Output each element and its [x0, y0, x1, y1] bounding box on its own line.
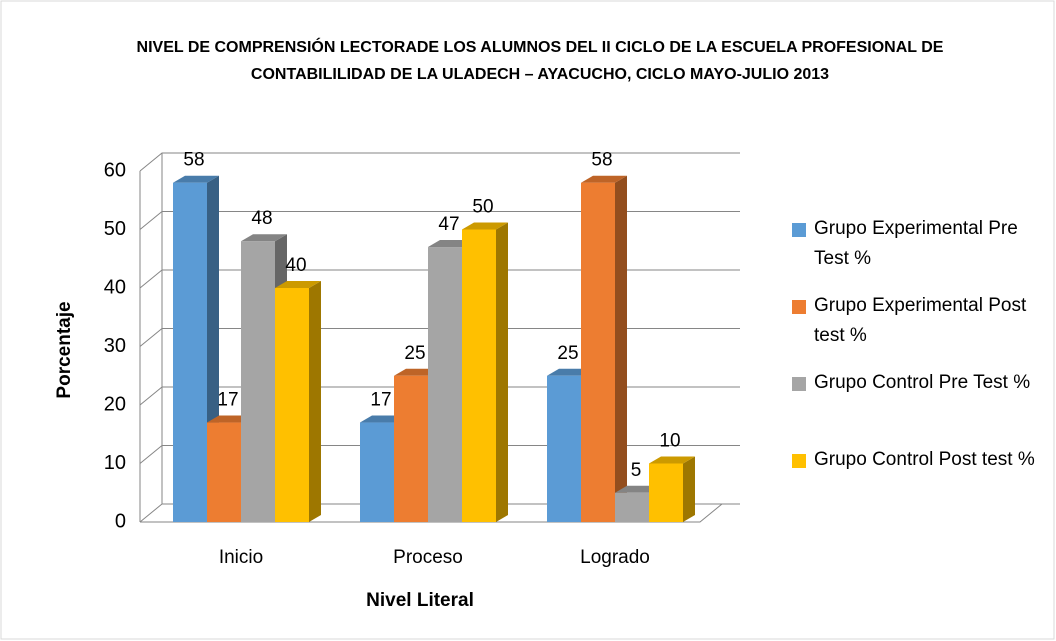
x-tick-label: Logrado — [580, 547, 650, 568]
y-tick-label: 0 — [115, 510, 126, 532]
legend-entry: Grupo Experimental Post test % — [792, 291, 1039, 368]
value-label: 48 — [251, 208, 272, 229]
value-label: 25 — [404, 343, 425, 364]
value-label: 10 — [659, 431, 680, 452]
legend-label: Grupo Control Post test % — [814, 449, 1035, 470]
value-label: 40 — [285, 255, 306, 276]
bar — [428, 247, 462, 523]
bar-side — [496, 222, 508, 522]
y-tick-label: 20 — [104, 393, 126, 415]
legend: Grupo Experimental Pre Test % Grupo Exper… — [792, 214, 1039, 522]
legend-label: Grupo Control Pre Test % — [814, 372, 1031, 393]
bar-side — [615, 175, 627, 522]
x-tick-label: Inicio — [219, 547, 263, 568]
legend-entry: Grupo Experimental Pre Test % — [792, 214, 1039, 291]
y-tick-label: 50 — [104, 218, 126, 240]
legend-swatch — [792, 454, 806, 468]
bar-top — [241, 234, 287, 242]
legend-label: Grupo Experimental Pre Test % — [814, 218, 1018, 269]
value-label: 50 — [472, 197, 493, 218]
y-tick-label: 40 — [104, 276, 126, 298]
bar — [547, 375, 581, 522]
legend-label: Grupo Experimental Post test % — [814, 295, 1027, 346]
x-tick-label: Proceso — [393, 547, 463, 568]
value-label: 17 — [370, 390, 391, 411]
grid-line — [139, 269, 740, 289]
legend-swatch — [792, 377, 806, 391]
y-tick-label: 30 — [104, 335, 126, 357]
y-axis-label: Porcentaje — [54, 301, 75, 398]
bar — [241, 241, 275, 522]
floor — [140, 503, 723, 523]
bar-top — [173, 175, 219, 183]
bar — [360, 422, 394, 522]
bar — [275, 288, 309, 522]
y-tick-label: 10 — [104, 452, 126, 474]
value-label: 25 — [557, 343, 578, 364]
legend-entry: Grupo Control Pre Test % — [792, 368, 1039, 445]
bar-top — [275, 281, 321, 288]
value-label: 5 — [631, 460, 642, 481]
value-label: 58 — [183, 150, 204, 171]
value-label: 58 — [591, 150, 612, 171]
bar — [649, 463, 683, 522]
bar-side — [683, 456, 695, 522]
y-tick-label: 60 — [104, 159, 126, 181]
bar — [581, 182, 615, 522]
legend-entry: Grupo Control Post test % — [792, 445, 1039, 522]
grid-line — [139, 211, 740, 230]
bar — [173, 182, 207, 522]
x-axis-label: Nivel Literal — [366, 590, 474, 611]
value-label: 17 — [217, 390, 238, 411]
grid-line — [139, 152, 740, 172]
chart-title: NIVEL DE COMPRENSIÓN LECTORADE LOS ALUMN… — [136, 39, 944, 83]
legend-swatch — [792, 223, 806, 237]
bar — [394, 375, 428, 522]
value-label: 47 — [438, 214, 459, 235]
bar-top — [649, 456, 695, 464]
grid-line — [139, 328, 740, 347]
bar — [615, 492, 649, 522]
bar — [462, 229, 496, 522]
bar-side — [309, 281, 321, 522]
bar-top — [462, 222, 508, 230]
legend-swatch — [792, 300, 806, 314]
bar-top — [581, 175, 627, 183]
bar — [207, 422, 241, 522]
